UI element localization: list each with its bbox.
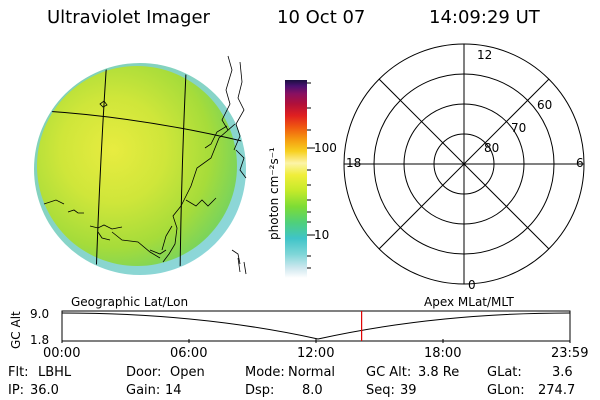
- gain-label: Gain:: [126, 383, 161, 398]
- polar-ring-60: 60: [537, 98, 553, 112]
- door-value: Open: [170, 365, 205, 380]
- colorbar-tick-10: 10: [314, 228, 330, 242]
- polar-label-0: 0: [468, 278, 476, 292]
- dsp-label: Dsp:: [245, 383, 275, 398]
- timeline-tick-1: 06:00: [170, 346, 208, 361]
- timeline-y-bottom: 1.8: [30, 333, 50, 347]
- glon-value: 274.7: [538, 383, 576, 398]
- timeline-y-top: 9.0: [30, 307, 50, 321]
- timeline-tick-4: 23:59: [551, 346, 589, 361]
- door-label: Door:: [126, 365, 162, 380]
- observation-date: 10 Oct 07: [277, 7, 366, 28]
- gcalt-label: GC Alt:: [366, 365, 412, 380]
- seq-label: Seq:: [366, 383, 395, 398]
- coastline-outer: [221, 55, 247, 275]
- colorbar: [285, 80, 315, 278]
- seq-value: 39: [400, 383, 417, 398]
- timeline-right-title: Apex MLat/MLT: [424, 295, 514, 309]
- dsp-value: 8.0: [302, 383, 323, 398]
- timeline-axis-label: GC Alt: [9, 311, 23, 349]
- coastline: [43, 100, 236, 263]
- gcalt-value: 3.8 Re: [418, 365, 460, 380]
- flt-label: Flt:: [8, 365, 29, 380]
- polar-label-6: 6: [576, 156, 584, 170]
- glat-label: GLat:: [487, 365, 522, 380]
- app-title: Ultraviolet Imager: [47, 7, 210, 28]
- flt-value: LBHL: [38, 365, 72, 380]
- polar-plot: [343, 43, 585, 285]
- polar-label-18: 18: [346, 156, 362, 170]
- timeline-tick-0: 00:00: [43, 346, 81, 361]
- polar-ring-70: 70: [511, 121, 527, 135]
- glat-value: 3.6: [552, 365, 573, 380]
- altitude-timeline: [61, 310, 571, 343]
- colorbar-tick-100: 100: [314, 141, 337, 155]
- mode-label: Mode:: [245, 365, 285, 380]
- ip-label: IP:: [8, 383, 25, 398]
- polar-label-12: 12: [477, 48, 493, 62]
- geographic-grid: [35, 64, 245, 274]
- observation-time: 14:09:29 UT: [429, 7, 540, 28]
- ip-value: 36.0: [30, 383, 59, 398]
- glon-label: GLon:: [487, 383, 525, 398]
- timeline-tick-2: 12:00: [297, 346, 335, 361]
- polar-ring-80: 80: [484, 141, 500, 155]
- timeline-left-title: Geographic Lat/Lon: [71, 295, 189, 309]
- timeline-tick-3: 18:00: [424, 346, 462, 361]
- mode-value: Normal: [288, 365, 336, 380]
- colorbar-unit-label: photon cm⁻²s⁻¹: [267, 147, 281, 240]
- gain-value: 14: [165, 383, 182, 398]
- uv-earth-image: [34, 55, 247, 275]
